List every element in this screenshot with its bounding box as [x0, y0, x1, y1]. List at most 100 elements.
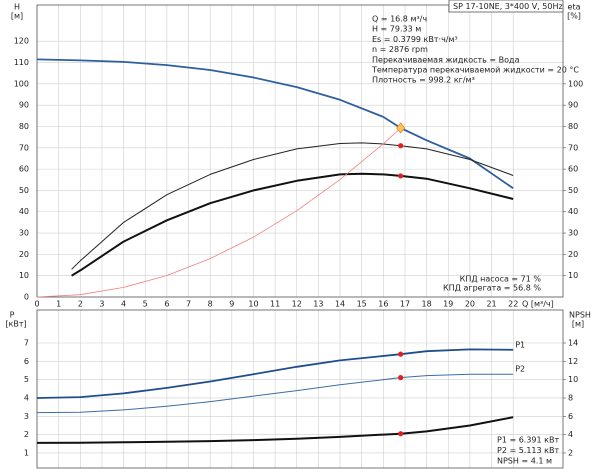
y-axis-unit: [кВт] — [5, 320, 26, 329]
annotation: КПД насоса = 71 % — [460, 275, 542, 284]
y-tick-label: 3 — [24, 412, 29, 421]
x-tick-label: 13 — [313, 300, 323, 309]
info-line: n = 2876 rpm — [372, 45, 428, 54]
y2-tick-label: 50 — [568, 186, 578, 195]
plot-frame — [36, 4, 564, 298]
y2-tick-label: 10 — [568, 271, 578, 280]
y2-tick-label: 10 — [568, 375, 578, 384]
y-tick-label: 50 — [19, 186, 29, 195]
info-line: H = 79.33 м — [372, 25, 421, 34]
y2-tick-label: 14 — [568, 338, 578, 347]
curve — [71, 172, 514, 277]
info-line: Температура перекачиваемой жидкости = 20… — [371, 66, 579, 75]
y2-axis-label: NPSH — [569, 311, 591, 320]
x-tick-label: 19 — [443, 300, 453, 309]
y2-axis-label: eta — [568, 3, 581, 12]
y-axis-unit: [м] — [11, 12, 23, 21]
annotation: P1 = 6.391 кВт — [497, 436, 559, 445]
y2-tick-label: 6 — [568, 412, 573, 421]
y2-tick-label: 100 — [568, 79, 583, 88]
info-line: Плотность = 998.2 кг/м³ — [372, 76, 475, 85]
x-tick-label: 21 — [486, 300, 496, 309]
x-tick-label: 14 — [335, 300, 345, 309]
curve — [36, 348, 514, 399]
header: SP 17-10NE, 3*400 V, 50Hz — [453, 2, 563, 11]
x-tick-label: 11 — [270, 300, 280, 309]
y-tick-label: 10 — [19, 271, 29, 280]
annotation: NPSH = 4.1 м — [497, 457, 552, 466]
y-tick-label: 120 — [14, 37, 29, 46]
y2-tick-label: 8 — [568, 393, 573, 402]
duty-point — [398, 374, 404, 381]
series-label: P2 — [515, 365, 525, 374]
y-tick-label: 60 — [19, 165, 29, 174]
y2-tick-label: 30 — [568, 229, 578, 238]
x-tick-label: 4 — [121, 300, 126, 309]
header-box — [448, 0, 564, 13]
x-tick-label: 18 — [422, 300, 432, 309]
y-tick-label: 90 — [19, 101, 29, 110]
duty-point — [398, 351, 404, 357]
curve — [36, 416, 514, 444]
y-tick-label: 20 — [19, 250, 29, 259]
y-tick-label: 80 — [19, 122, 29, 131]
y-tick-label: 5 — [24, 375, 29, 384]
y2-axis-unit: [%] — [567, 12, 581, 21]
duty-point — [398, 173, 404, 179]
x-tick-label: 20 — [465, 300, 475, 309]
x-tick-label: 15 — [357, 300, 367, 309]
x-tick-label: 22 — [508, 300, 518, 309]
x-tick-label: 9 — [229, 300, 234, 309]
duty-point — [398, 431, 404, 437]
y-tick-label: 30 — [19, 229, 29, 238]
y2-tick-label: 12 — [568, 357, 578, 366]
curve — [36, 373, 514, 414]
x-tick-label: 6 — [164, 300, 169, 309]
y-tick-label: 7 — [24, 338, 29, 347]
curve — [36, 127, 401, 298]
y2-tick-label: 4 — [568, 430, 573, 439]
annotation: КПД агрегата = 56.8 % — [443, 284, 541, 293]
y-tick-label: 1 — [24, 448, 29, 457]
y2-tick-label: 80 — [568, 122, 578, 131]
curve — [71, 142, 514, 270]
x-tick-label: 2 — [78, 300, 83, 309]
y-axis-label: P — [10, 311, 15, 320]
y2-tick-label: 90 — [568, 101, 578, 110]
y-tick-label: 40 — [19, 207, 29, 216]
annotation: P2 = 5.113 кВт — [497, 446, 559, 455]
info-line: Q = 16.8 м³/ч — [372, 15, 427, 24]
x-tick-label: 3 — [99, 300, 104, 309]
series-label: P1 — [515, 340, 525, 349]
info-line: Es = 0.3799 кВт·ч/м³ — [372, 35, 458, 44]
info-line: Перекачиваемая жидкость = Вода — [372, 55, 520, 64]
y-tick-label: 100 — [14, 79, 29, 88]
y2-tick-label: 20 — [568, 250, 578, 259]
y-tick-label: 0 — [24, 293, 29, 302]
x-tick-label: 1 — [56, 300, 61, 309]
y-tick-label: 4 — [24, 393, 29, 402]
x-tick-label: 5 — [143, 300, 148, 309]
duty-point — [396, 122, 406, 134]
y2-axis-unit: [м] — [572, 320, 584, 329]
y-tick-label: 6 — [24, 357, 29, 366]
x-tick-label: 17 — [400, 300, 410, 309]
y-axis-label: H — [14, 3, 20, 12]
x-axis-label: Q [м³/ч] — [522, 300, 554, 309]
x-tick-label: 7 — [186, 300, 191, 309]
duty-point — [398, 143, 404, 149]
y-tick-label: 70 — [19, 143, 29, 152]
y-tick-label: 2 — [24, 430, 29, 439]
x-tick-label: 10 — [248, 300, 258, 309]
y2-tick-label: 40 — [568, 207, 578, 216]
x-tick-label: 8 — [208, 300, 213, 309]
plot-frame — [36, 309, 564, 469]
y2-tick-label: 70 — [568, 143, 578, 152]
x-tick-label: 12 — [292, 300, 302, 309]
y2-tick-label: 2 — [568, 448, 573, 457]
y2-tick-label: 60 — [568, 165, 578, 174]
x-tick-label: 0 — [34, 300, 39, 309]
y-tick-label: 110 — [14, 58, 29, 67]
x-tick-label: 16 — [378, 300, 388, 309]
